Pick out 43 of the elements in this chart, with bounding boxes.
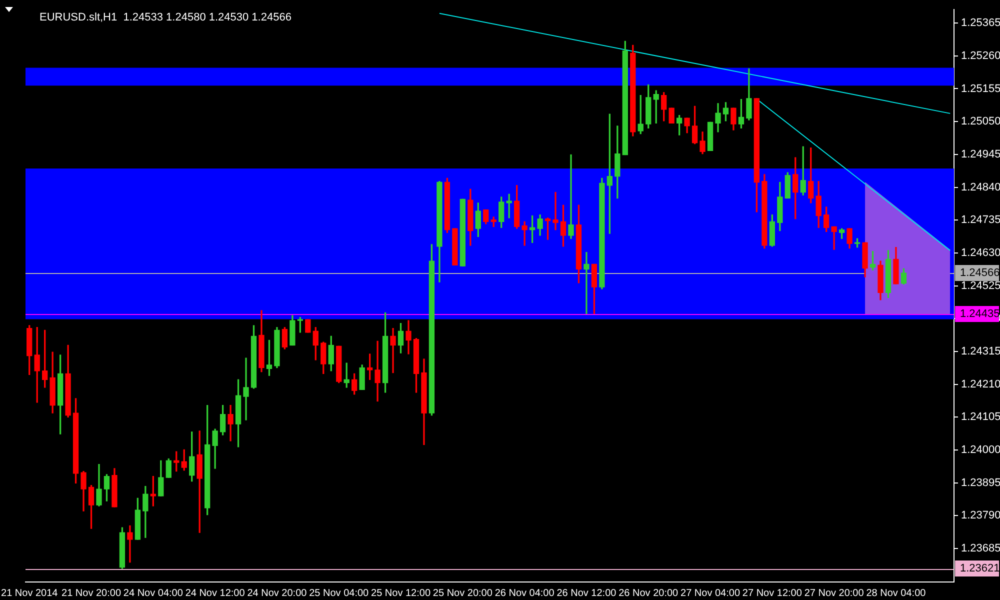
ref-line-label: 1.23621 xyxy=(960,562,1000,575)
candlestick xyxy=(522,221,528,246)
y-tick-label: 1.25050 xyxy=(961,116,1000,128)
y-tick-label: 1.23895 xyxy=(961,476,1000,489)
y-tick-label: 1.24000 xyxy=(961,444,1000,456)
y-tick-label: 1.24735 xyxy=(961,214,1000,226)
candlestick xyxy=(390,328,396,374)
x-tick-label: 27 Nov 20:00 xyxy=(804,588,864,599)
x-tick-label: 24 Nov 04:00 xyxy=(123,588,184,599)
x-tick-label: 28 Nov 04:00 xyxy=(866,588,926,599)
candlestick xyxy=(568,154,574,239)
x-tick-label: 26 Nov 04:00 xyxy=(494,588,555,599)
candlestick xyxy=(552,192,558,230)
y-tick-label: 1.25260 xyxy=(961,50,1000,62)
x-tick-label: 24 Nov 12:00 xyxy=(185,588,246,599)
y-tick-label: 1.24525 xyxy=(961,280,1000,292)
y-tick-label: 1.24210 xyxy=(961,378,1000,390)
x-tick-label: 26 Nov 20:00 xyxy=(618,588,679,599)
y-tick-label: 1.24630 xyxy=(961,246,1000,259)
y-tick-label: 1.23685 xyxy=(961,542,1000,555)
y-tick-label: 1.24945 xyxy=(961,148,1000,160)
x-tick-label: 21 Nov 20:00 xyxy=(62,588,122,599)
x-tick-label: 25 Nov 12:00 xyxy=(371,588,431,599)
y-tick-label: 1.25365 xyxy=(961,17,1000,30)
y-tick-label: 1.25155 xyxy=(961,82,1000,95)
y-tick-label: 1.24105 xyxy=(961,411,1000,424)
x-tick-label: 21 Nov 2014 xyxy=(1,588,58,599)
x-tick-label: 27 Nov 04:00 xyxy=(680,588,740,599)
y-tick-label: 1.23790 xyxy=(961,510,1000,522)
candlestick xyxy=(584,252,590,314)
x-tick-label: 24 Nov 20:00 xyxy=(247,588,308,599)
candlestick xyxy=(831,226,837,250)
x-tick-label: 25 Nov 20:00 xyxy=(432,588,493,599)
ref-line-label: 1.24566 xyxy=(960,267,1000,279)
y-tick-label: 1.24315 xyxy=(961,346,1000,358)
candlestick xyxy=(374,340,380,402)
chart-title: EURUSD.slt,H1 1.24533 1.24580 1.24530 1.24566 xyxy=(39,12,292,24)
y-tick-label: 1.24840 xyxy=(961,181,1000,194)
candlestick xyxy=(243,358,249,420)
x-tick-label: 26 Nov 12:00 xyxy=(556,588,617,599)
x-tick-label: 25 Nov 04:00 xyxy=(309,588,370,599)
x-tick-label: 27 Nov 12:00 xyxy=(742,588,802,599)
candlestick xyxy=(127,525,133,563)
